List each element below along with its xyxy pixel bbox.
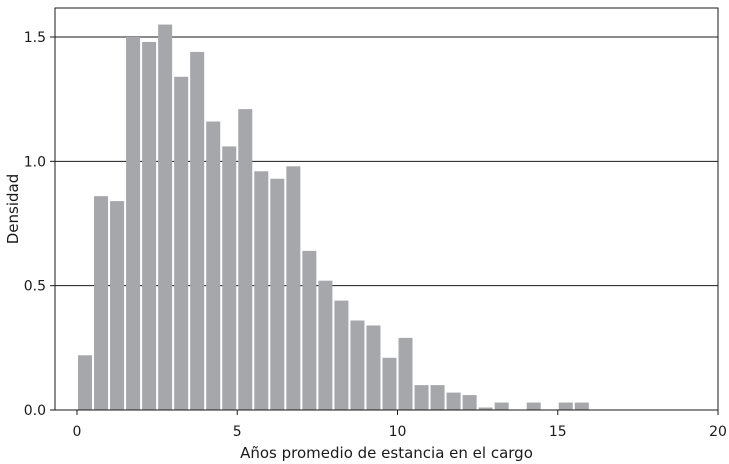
histogram-bar	[366, 325, 381, 410]
x-tick-label: 15	[549, 424, 567, 440]
x-tick-label: 5	[233, 424, 242, 440]
histogram-bar	[398, 337, 413, 410]
histogram-bar	[350, 320, 365, 410]
histogram-bar	[110, 201, 125, 410]
histogram-bar	[158, 24, 173, 411]
x-tick-label: 10	[389, 424, 407, 440]
plot-frame	[54, 7, 719, 411]
y-axis-label: Densidad	[4, 174, 22, 245]
histogram-bar	[334, 300, 349, 410]
histogram-bar	[286, 166, 301, 410]
histogram-bar	[142, 41, 157, 411]
y-tick-label: 0.0	[24, 403, 46, 419]
histogram-bar	[478, 407, 493, 410]
y-tick-label: 1.0	[24, 154, 46, 170]
x-axis-label: Años promedio de estancia en el cargo	[240, 444, 533, 462]
histogram-bar	[254, 171, 269, 410]
histogram-bar	[94, 196, 109, 410]
histogram-bar	[558, 402, 573, 410]
histogram-bar	[78, 355, 93, 410]
histogram-bar	[318, 280, 333, 410]
y-tick-label: 1.5	[24, 30, 46, 46]
x-tick-label: 20	[709, 424, 727, 440]
histogram-bar	[462, 395, 477, 410]
histogram-bar	[430, 385, 445, 410]
histogram-bar	[222, 146, 237, 410]
histogram-bar	[238, 109, 253, 410]
histogram-bar	[126, 37, 141, 410]
histogram-bars	[78, 24, 589, 411]
histogram-bar	[206, 121, 221, 411]
histogram-bar	[190, 51, 205, 411]
histogram-bar	[446, 392, 461, 410]
y-tick-label: 0.5	[24, 279, 46, 295]
histogram-bar	[574, 402, 589, 410]
y-axis-ticks: 0.0 0.5 1.0 1.5	[24, 30, 55, 419]
x-tick-label: 0	[73, 424, 82, 440]
histogram-bar	[174, 76, 189, 410]
x-axis-ticks: 0 5 10 15 20	[73, 410, 727, 440]
histogram-bar	[526, 402, 541, 410]
histogram-bar	[494, 402, 509, 410]
histogram-bar	[382, 357, 397, 410]
histogram-bar	[270, 178, 285, 410]
histogram-bar	[302, 250, 317, 410]
histogram-bar	[414, 385, 429, 410]
